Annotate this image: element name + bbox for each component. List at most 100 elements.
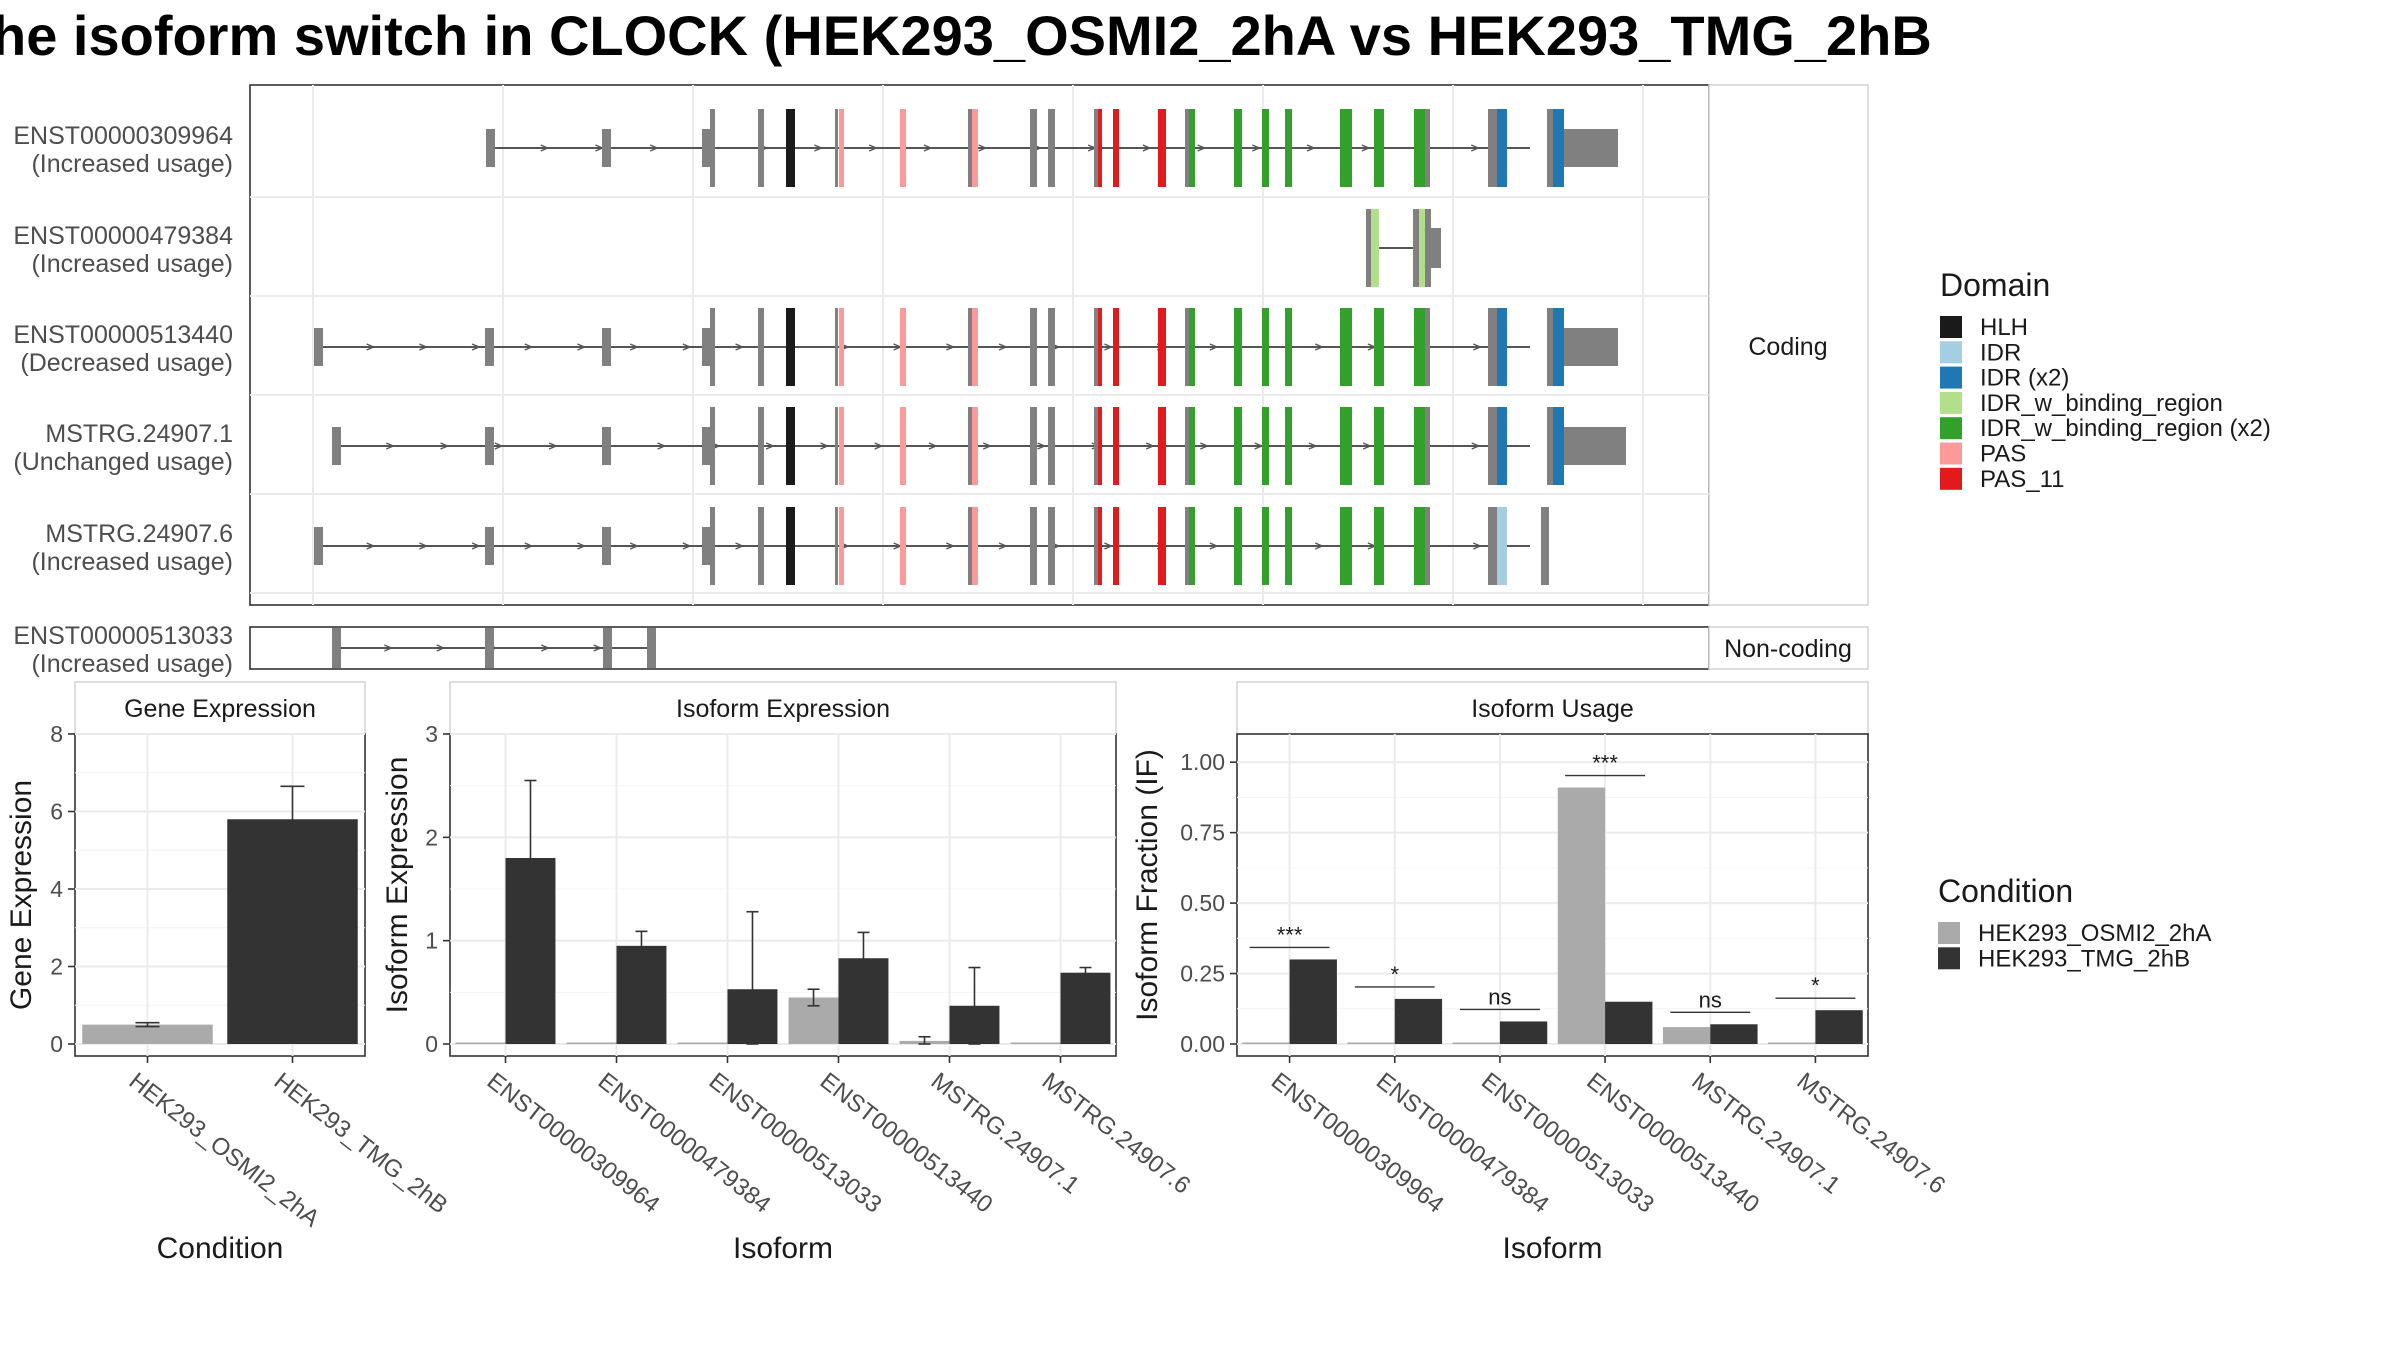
domain-exon	[1262, 308, 1269, 386]
domain-legend-key	[1940, 316, 1962, 338]
domain-legend-key	[1940, 442, 1962, 465]
bar	[1347, 1042, 1395, 1044]
chart-isoform-usage: Isoform Usage 0.00 0.25 0.50 0.75 1.00 ENST000…	[1180, 681, 1950, 1265]
intron-arrow	[735, 343, 745, 351]
domain-exon	[1414, 308, 1425, 386]
domain-legend-label: PAS_11	[1980, 466, 2065, 493]
exon	[314, 527, 323, 565]
y-axis-title: Isoform Expression	[381, 757, 414, 1014]
domain-exon	[1030, 407, 1037, 485]
exon	[1497, 507, 1507, 585]
exon	[602, 427, 611, 465]
condition-legend-key	[1938, 947, 1960, 970]
intron-arrow	[874, 442, 884, 450]
bar	[1452, 1042, 1500, 1044]
domain-exon	[1488, 109, 1497, 187]
intron-arrow	[1209, 343, 1219, 351]
panel-title: Gene Expression	[124, 695, 316, 723]
domain-legend-label: IDR_w_binding_region (x2)	[1980, 415, 2271, 442]
significance-label: *	[1390, 962, 1399, 987]
bar	[1662, 1027, 1711, 1044]
domain-exon	[1414, 407, 1425, 485]
intron-arrow	[385, 442, 396, 450]
domain-legend-key	[1940, 341, 1962, 364]
domain-exon	[1094, 507, 1100, 585]
intron-arrow	[629, 542, 639, 550]
domain-legend-label: HLH	[1980, 314, 2028, 341]
domain-exon	[839, 308, 844, 386]
exon	[314, 328, 323, 366]
y-tick-label: 3	[425, 721, 438, 747]
domain-exon	[972, 109, 978, 187]
domain-exon	[835, 308, 838, 386]
domain-exon	[1425, 109, 1430, 187]
intron-arrow	[419, 542, 429, 550]
coding-strip	[1708, 84, 1869, 606]
domain-exon	[1285, 109, 1292, 187]
transcript-usage-label: (Unchanged usage)	[13, 448, 233, 476]
x-tick-label: ENST00000513033	[1476, 1067, 1659, 1218]
intron-arrow	[1473, 542, 1483, 550]
domain-legend-title: Domain	[1940, 267, 2050, 303]
exon	[485, 628, 494, 668]
bar	[1010, 1042, 1061, 1044]
domain-exon	[1189, 507, 1195, 585]
transcript-id-label: ENST00000513440	[13, 321, 233, 349]
domain-exon	[1189, 109, 1195, 187]
domain-legend-label: PAS	[1980, 441, 2026, 468]
significance-label: ns	[1699, 987, 1722, 1012]
domain-exon	[1488, 308, 1497, 386]
coding-strip-label: Coding	[1748, 333, 1827, 361]
domain-exon	[1553, 109, 1564, 187]
domain-exon	[758, 407, 764, 485]
domain-exon	[972, 407, 978, 485]
domain-exon	[835, 407, 838, 485]
intron-arrow	[649, 144, 659, 152]
intron-arrow	[1145, 442, 1155, 450]
intron-arrow	[982, 442, 993, 450]
y-tick-label: 2	[50, 954, 63, 980]
domain-exon	[835, 507, 838, 585]
exon	[485, 328, 494, 366]
exon	[1488, 507, 1497, 585]
transcript-usage-label: (Decreased usage)	[20, 349, 233, 377]
noncoding-strip-label: Non-coding	[1724, 635, 1852, 663]
domain-exon	[1497, 109, 1507, 187]
exon	[485, 527, 494, 565]
intron-arrow	[419, 343, 429, 351]
intron-arrow	[1361, 144, 1371, 152]
condition-legend-label: HEK293_OSMI2_2hA	[1978, 920, 2211, 947]
transcript-ENST00000479384: ENST00000479384(Increased usage)	[13, 209, 1441, 287]
domain-exon	[1340, 109, 1352, 187]
intron-arrow	[923, 144, 933, 152]
exon	[1541, 507, 1549, 585]
intron-arrow	[1200, 442, 1210, 450]
y-tick-label: 0.00	[1180, 1031, 1225, 1057]
intron-arrow	[868, 144, 878, 152]
exon	[603, 628, 612, 668]
domain-legend-label: IDR_w_binding_region	[1980, 390, 2223, 417]
domain-exon	[1425, 308, 1430, 386]
domain-exon	[1497, 407, 1507, 485]
exon	[332, 427, 341, 465]
transcript-usage-label: (Increased usage)	[31, 150, 233, 178]
transcript-id-label: MSTRG.24907.6	[45, 520, 233, 548]
y-tick-label: 0	[50, 1031, 63, 1057]
y-tick-label: 0.75	[1180, 820, 1225, 846]
y-tick-label: 8	[50, 721, 63, 747]
intron-arrow	[524, 542, 534, 550]
intron-arrow	[577, 343, 587, 351]
domain-exon	[758, 507, 764, 585]
domain-exon	[1340, 507, 1352, 585]
domain-exon	[1414, 507, 1425, 585]
domain-exon	[1374, 507, 1384, 585]
domain-exon	[1098, 308, 1102, 386]
domain-exon	[1094, 308, 1100, 386]
utr3-exon	[1564, 328, 1618, 366]
domain-exon	[1048, 308, 1055, 386]
intron-arrow	[1314, 542, 1324, 550]
domain-exon	[839, 109, 844, 187]
domain-exon	[710, 507, 715, 585]
domain-exon	[972, 507, 978, 585]
